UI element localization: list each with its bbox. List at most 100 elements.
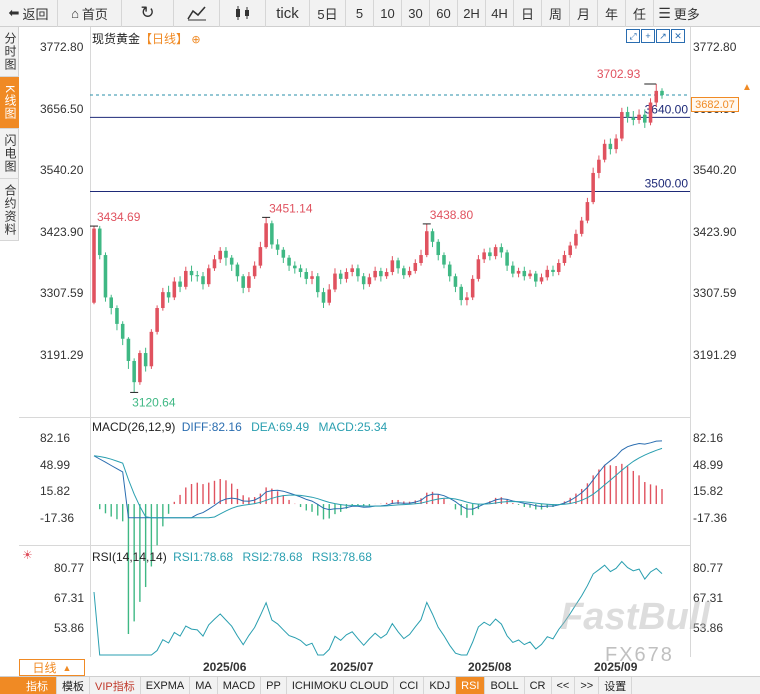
indicator-tab-kdj[interactable]: KDJ <box>424 676 457 694</box>
price-axis-label: 3772.80 <box>40 40 84 54</box>
indicator-tab-rsi[interactable]: RSI <box>456 676 486 694</box>
candle-body <box>447 264 452 277</box>
back-icon: ⬅ <box>8 5 20 20</box>
rsi-axis-label: 53.86 <box>693 621 724 635</box>
candle-body <box>482 252 486 260</box>
candle-body <box>264 223 268 248</box>
refresh-button[interactable]: ↻ <box>122 0 174 27</box>
period-5day[interactable]: 5日 <box>310 0 346 27</box>
watermark: FastBull <box>560 596 710 638</box>
candle-body <box>327 289 332 303</box>
candle-body <box>293 265 297 269</box>
indicator-tab--[interactable]: << <box>552 676 576 694</box>
period-year[interactable]: 年 <box>598 0 626 27</box>
candle-body <box>321 292 326 303</box>
candle-body <box>499 247 504 253</box>
period-2h[interactable]: 2H <box>458 0 486 27</box>
plot-right-border <box>690 27 691 657</box>
settings-circle-icon[interactable]: ⊕ <box>191 34 201 46</box>
date-axis: 日线 ▲ 2025/06 2025/07 2025/08 2025/09 <box>0 657 760 676</box>
candle-body <box>161 292 165 309</box>
candle-body <box>166 292 171 298</box>
period-selector[interactable]: 日线 ▲ <box>19 659 85 676</box>
date-label: 2025/06 <box>203 660 247 674</box>
candle-body <box>402 268 406 276</box>
indicator-tab-boll[interactable]: BOLL <box>485 676 525 694</box>
rsi-settings-icon[interactable]: ☀ <box>22 548 33 562</box>
candle-body <box>660 90 664 96</box>
candle-body <box>149 331 154 367</box>
period-30min[interactable]: 30 <box>402 0 430 27</box>
period-month[interactable]: 月 <box>570 0 598 27</box>
indicator-tab-ma[interactable]: MA <box>190 676 218 694</box>
line-chart-button[interactable] <box>174 0 220 27</box>
period-5min[interactable]: 5 <box>346 0 374 27</box>
candle-body <box>379 270 383 277</box>
candle-body <box>361 276 366 285</box>
period-day[interactable]: 日 <box>514 0 542 27</box>
indicator-tab-pp[interactable]: PP <box>261 676 287 694</box>
watermark-sub: FX678 <box>605 644 674 666</box>
candle-body <box>424 231 429 256</box>
indicator-tab-cci[interactable]: CCI <box>394 676 425 694</box>
indicator-tab-expma[interactable]: EXPMA <box>141 676 191 694</box>
indicator-tab--[interactable]: 设置 <box>599 676 633 694</box>
indicator-tab--[interactable]: >> <box>575 676 600 694</box>
period-10min[interactable]: 10 <box>374 0 402 27</box>
current-price-tag: 3682.07 <box>691 97 739 112</box>
tab-kline[interactable]: K线图 <box>0 77 19 129</box>
candle-body <box>229 257 234 265</box>
period-4h[interactable]: 4H <box>486 0 514 27</box>
candle-body <box>591 172 595 203</box>
candle-body <box>637 114 641 120</box>
period-label[interactable]: 【日线】 <box>140 32 189 46</box>
period-60min[interactable]: 60 <box>430 0 458 27</box>
candle-body <box>436 241 441 256</box>
indicator-tab--[interactable]: 指标 <box>0 676 57 694</box>
candle-body <box>631 117 636 120</box>
more-button[interactable]: ☰ 更多 <box>658 4 700 22</box>
candle-body <box>126 338 131 361</box>
period-week[interactable]: 周 <box>542 0 570 27</box>
candle-body <box>608 143 613 150</box>
indicator-tab-vip-[interactable]: VIP指标 <box>90 676 141 694</box>
rsi-line <box>93 560 663 656</box>
candle-body <box>172 281 177 298</box>
candle-body <box>528 273 532 277</box>
toolbar: ⬅ 返回 ⌂ 首页 ↻ tick 5日 5 10 30 60 2H 4H 日 周 月… <box>0 0 760 27</box>
draw-tool-icon[interactable]: ↗ <box>656 29 670 43</box>
candle-body <box>459 286 463 301</box>
price-axis-label: 3423.90 <box>40 224 84 239</box>
close-icon[interactable]: ✕ <box>671 29 685 43</box>
candle-body <box>350 268 354 272</box>
instrument-title: 现货黄金【日线】 ⊕ <box>92 32 201 46</box>
candle-body <box>597 159 601 173</box>
indicator-tab-cr[interactable]: CR <box>525 676 552 694</box>
indicator-tab-macd[interactable]: MACD <box>218 676 262 694</box>
macd-axis-label: 15.82 <box>40 484 71 499</box>
candle-body <box>488 252 492 257</box>
candle-body <box>356 268 360 277</box>
tab-contract-info[interactable]: 合约资料 <box>0 179 19 241</box>
home-icon: ⌂ <box>71 5 79 21</box>
crosshair-icon[interactable]: + <box>641 29 655 43</box>
candlestick-button[interactable] <box>220 0 266 27</box>
tab-time-sharing[interactable]: 分时图 <box>0 27 19 77</box>
period-custom[interactable]: 任 <box>626 0 654 27</box>
indicator-tab--[interactable]: 模板 <box>57 676 90 694</box>
indicator-tab-ichimoku-cloud[interactable]: ICHIMOKU CLOUD <box>287 676 395 694</box>
back-button[interactable]: ⬅ 返回 <box>0 0 58 27</box>
candle-body <box>298 268 303 272</box>
extreme-label: 3434.69 <box>97 210 141 224</box>
candle-body <box>155 308 159 332</box>
tab-flash-chart[interactable]: 闪电图 <box>0 129 19 179</box>
expand-icon[interactable]: ⤢ <box>626 29 640 43</box>
home-button[interactable]: ⌂ 首页 <box>58 0 122 27</box>
period-tick[interactable]: tick <box>266 0 310 27</box>
candle-body <box>344 271 349 279</box>
macd-axis-label: 15.82 <box>693 484 724 499</box>
plot-left-border <box>90 27 91 657</box>
candle-body <box>258 247 263 266</box>
